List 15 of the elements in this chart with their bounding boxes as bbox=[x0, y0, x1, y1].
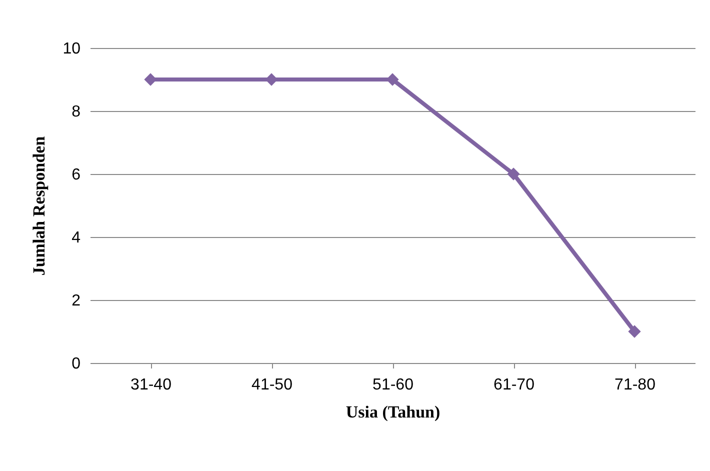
y-tick-label: 4 bbox=[72, 230, 81, 246]
y-tick-label: 6 bbox=[72, 166, 81, 184]
y-tick-label: 0 bbox=[72, 356, 81, 372]
x-axis-title: Usia (Tahun) bbox=[346, 402, 440, 422]
point bbox=[628, 325, 641, 338]
x-tick-label: 41-50 bbox=[252, 376, 293, 394]
y-tick-label: 8 bbox=[72, 104, 81, 120]
x-tick-label: 31-40 bbox=[130, 376, 172, 394]
y-tick-label: 2 bbox=[72, 292, 81, 310]
y-tick-label: 10 bbox=[62, 40, 81, 58]
x-tick-label: 51-60 bbox=[372, 376, 414, 394]
x-tick-label: 71-80 bbox=[614, 376, 656, 394]
x-tick-label: 61-70 bbox=[494, 376, 535, 394]
point bbox=[507, 168, 520, 180]
y-axis-title: Jumlah Responden bbox=[30, 136, 49, 276]
